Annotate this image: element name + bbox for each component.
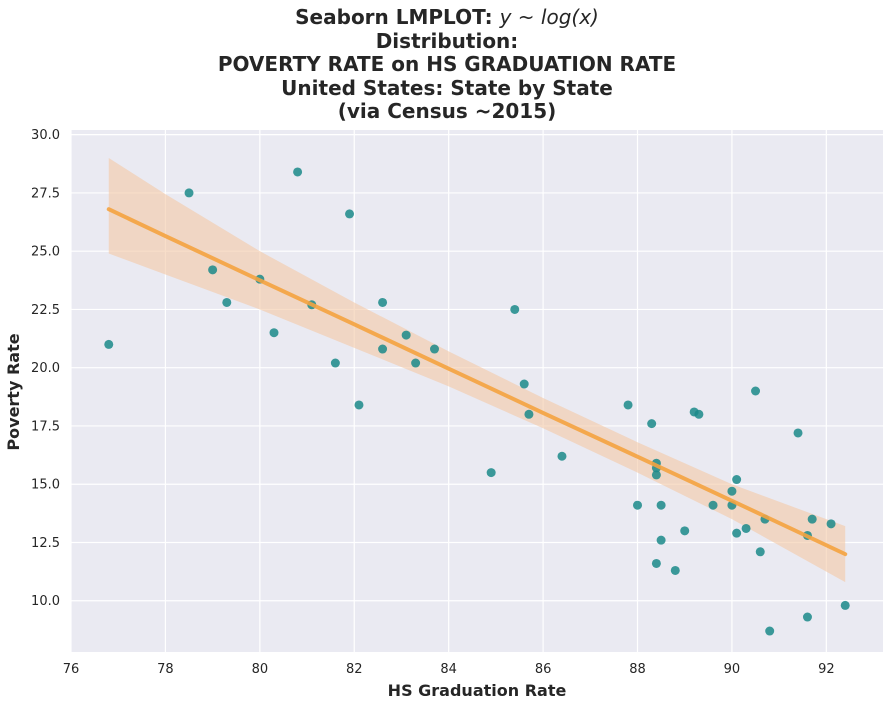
data-point (732, 528, 742, 538)
data-point (694, 409, 704, 419)
data-point (345, 209, 355, 219)
x-axis-ticks: 76 78 80 82 84 86 88 90 92 (63, 662, 835, 677)
data-point (680, 526, 690, 536)
data-point (411, 358, 421, 368)
y-axis-ticks: 10.0 12.5 15.0 17.5 20.0 22.5 25.0 27.5 30.0 (31, 128, 60, 609)
data-point (510, 304, 520, 314)
points-layer (104, 167, 850, 636)
data-point (184, 188, 194, 198)
regression-line-layer (106, 207, 848, 557)
x-tick-label: 82 (346, 662, 363, 677)
x-tick-label: 88 (629, 662, 646, 677)
x-tick-label: 92 (818, 662, 835, 677)
data-point (524, 409, 534, 419)
y-tick-label: 20.0 (31, 361, 60, 376)
data-point (807, 514, 817, 524)
y-tick-label: 25.0 (31, 245, 60, 260)
data-point (793, 428, 803, 438)
data-point (840, 600, 850, 610)
x-tick-label: 90 (724, 662, 741, 677)
data-point (732, 475, 742, 485)
confidence-band (108, 157, 846, 583)
data-point (293, 167, 303, 177)
title-line-4: United States: State by State (281, 75, 613, 100)
title-line-2: Distribution: (375, 28, 519, 53)
confidence-band-layer (108, 157, 846, 583)
data-point (378, 344, 388, 354)
data-point (647, 419, 657, 429)
data-point (826, 519, 836, 529)
data-point (708, 500, 718, 510)
data-point (557, 451, 567, 461)
y-tick-label: 10.0 (31, 594, 60, 609)
data-point (330, 358, 340, 368)
title-line-5: (via Census ~2015) (337, 99, 557, 123)
regression-line (106, 207, 848, 557)
data-point (269, 328, 279, 338)
data-point (519, 379, 529, 389)
data-point (401, 330, 411, 340)
data-point (755, 547, 765, 557)
data-point (222, 297, 232, 307)
y-tick-label: 15.0 (31, 478, 60, 493)
chart-title: Seaborn LMPLOT: y ~ log(x) Distribution:… (0, 5, 894, 124)
y-tick-label: 17.5 (31, 419, 60, 434)
data-point (430, 344, 440, 354)
x-tick-label: 84 (440, 662, 457, 677)
data-point (651, 470, 661, 480)
title-line-3: POVERTY RATE on HS GRADUATION RATE (217, 52, 677, 76)
grid-lines (70, 130, 883, 652)
data-point (633, 500, 643, 510)
x-tick-label: 76 (63, 662, 80, 677)
data-point (802, 612, 812, 622)
data-point (741, 523, 751, 533)
data-point (727, 486, 737, 496)
data-point (765, 626, 775, 636)
x-axis-label: HS Graduation Rate (388, 681, 567, 700)
y-tick-label: 30.0 (31, 128, 60, 143)
y-axis-label: Poverty Rate (4, 333, 23, 450)
data-point (378, 297, 388, 307)
title-formula: y ~ log(x) (499, 5, 599, 29)
x-tick-label: 80 (252, 662, 269, 677)
data-point (656, 500, 666, 510)
y-tick-label: 22.5 (31, 303, 60, 318)
data-point (354, 400, 364, 410)
y-tick-label: 12.5 (31, 536, 60, 551)
x-tick-label: 78 (157, 662, 174, 677)
data-point (651, 558, 661, 568)
y-tick-label: 27.5 (31, 186, 60, 201)
x-tick-label: 86 (535, 662, 552, 677)
data-point (670, 565, 680, 575)
data-point (656, 535, 666, 545)
data-point (623, 400, 633, 410)
title-line-1: Seaborn LMPLOT: y ~ log(x) (295, 5, 599, 29)
data-point (104, 339, 114, 349)
data-point (486, 468, 496, 478)
data-point (208, 265, 218, 275)
data-point (751, 386, 761, 396)
